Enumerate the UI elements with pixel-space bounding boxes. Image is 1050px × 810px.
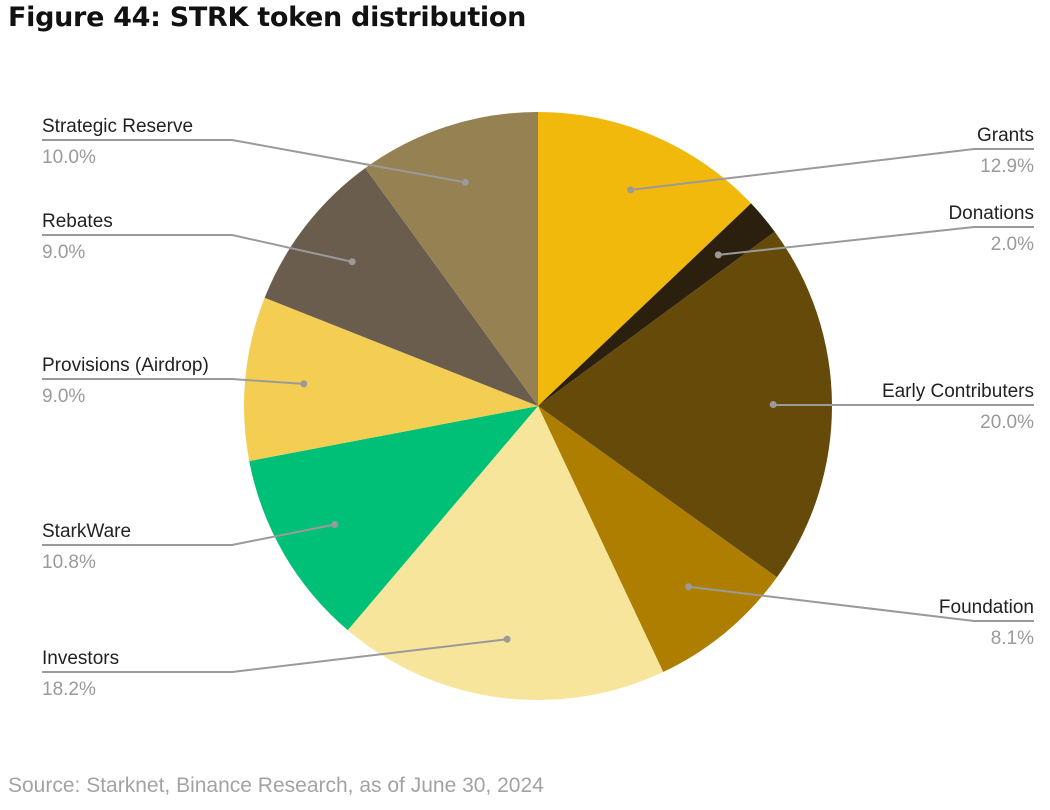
slice-value-rebates: 9.0% <box>42 242 85 263</box>
pie-slice-investors <box>347 406 664 701</box>
leader-dot-starkware <box>331 521 339 528</box>
leader-dot-provisions-airdrop <box>300 380 308 388</box>
leader-line-foundation <box>688 585 1034 622</box>
slice-label-donations: Donations <box>948 203 1034 224</box>
slice-label-starkware: StarkWare <box>42 521 131 542</box>
leader-dot-investors <box>503 635 511 643</box>
slice-label-rebates: Rebates <box>42 211 113 232</box>
leader-dot-foundation <box>685 583 692 591</box>
pie-slice-provisions-airdrop <box>244 297 539 462</box>
slice-value-foundation: 8.1% <box>991 628 1034 649</box>
pie-slice-early-contributers <box>538 231 832 578</box>
leader-line-investors <box>42 638 508 673</box>
slice-value-investors: 18.2% <box>42 679 96 700</box>
slice-value-provisions-airdrop: 9.0% <box>42 386 85 407</box>
slice-value-early-contributers: 20.0% <box>980 412 1034 433</box>
pie-slice-grants <box>538 111 752 406</box>
pie-slice-foundation <box>538 406 777 673</box>
pie-slice-strategic-reserve <box>365 112 538 406</box>
leader-line-provisions-airdrop <box>42 378 304 385</box>
slice-label-provisions-airdrop: Provisions (Airdrop) <box>42 355 209 376</box>
slice-value-grants: 12.9% <box>980 156 1034 177</box>
slice-label-foundation: Foundation <box>939 597 1034 618</box>
leader-dot-rebates <box>348 258 356 266</box>
leader-line-grants <box>630 148 1034 191</box>
leader-line-rebates <box>42 234 353 263</box>
pie-slice-rebates <box>264 168 538 406</box>
leader-dot-early-contributers <box>769 401 777 408</box>
slice-value-donations: 2.0% <box>991 234 1034 255</box>
slice-label-investors: Investors <box>42 648 119 669</box>
slice-label-early-contributers: Early Contributers <box>882 381 1034 402</box>
leader-dot-strategic-reserve <box>461 178 469 186</box>
leader-line-strategic-reserve <box>42 139 466 184</box>
slice-label-grants: Grants <box>977 125 1034 146</box>
slice-value-strategic-reserve: 10.0% <box>42 147 96 168</box>
leader-dot-donations <box>714 251 722 259</box>
leader-line-donations <box>718 226 1034 256</box>
pie-slice-starkware <box>249 406 538 631</box>
leader-dot-grants <box>627 186 635 194</box>
pie-chart: Grants 12.9% Donations 2.0% Early Contribute… <box>42 111 1034 701</box>
slice-value-starkware: 10.8% <box>42 552 96 573</box>
chart-title: Figure 44: STRK token distribution <box>8 2 527 33</box>
leader-line-starkware <box>42 523 335 546</box>
source-note: Source: Starknet, Binance Research, as o… <box>8 774 544 797</box>
slice-label-strategic-reserve: Strategic Reserve <box>42 116 193 137</box>
